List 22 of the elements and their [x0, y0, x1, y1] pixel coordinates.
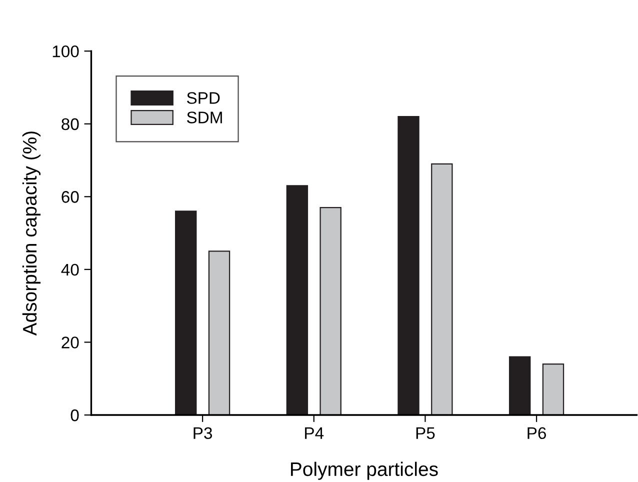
x-tick-label: P4 [305, 427, 324, 439]
bar [208, 250, 230, 415]
y-axis-title: Adsorption capacity (%) [22, 132, 41, 336]
bar [508, 356, 531, 415]
bar [542, 364, 564, 415]
y-tick-label: 20 [62, 336, 79, 348]
y-tick-label: 60 [62, 191, 79, 203]
y-tick-label: 80 [62, 118, 79, 130]
bar [286, 185, 308, 415]
bar [431, 163, 453, 415]
y-tick-label: 100 [52, 45, 79, 58]
x-tick-label: P6 [528, 427, 546, 440]
x-axis-title: Polymer particles [291, 462, 438, 480]
y-tick-label: 0 [70, 409, 79, 422]
bar [320, 207, 342, 415]
bar [398, 116, 420, 415]
legend-label: SDM [186, 112, 222, 124]
bar [175, 210, 197, 415]
legend-label: SPD [186, 92, 220, 104]
x-tick-label: P3 [194, 427, 212, 440]
x-tick-label: P5 [416, 427, 435, 440]
y-tick-label: 40 [61, 264, 79, 276]
